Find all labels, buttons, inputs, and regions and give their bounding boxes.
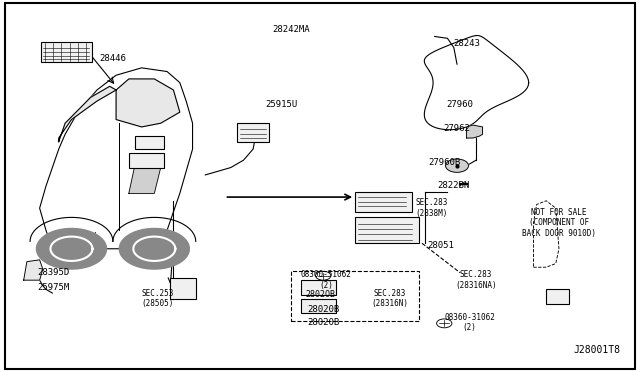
Text: 27960: 27960: [447, 100, 474, 109]
Bar: [135, 136, 164, 149]
Text: 28020B: 28020B: [307, 305, 339, 314]
Text: SEC.283
(2838M): SEC.283 (2838M): [415, 198, 448, 218]
Polygon shape: [24, 260, 43, 280]
Text: 27960B: 27960B: [428, 157, 460, 167]
Text: 28020B: 28020B: [307, 318, 339, 327]
Text: 08360-51062
(2): 08360-51062 (2): [301, 270, 352, 290]
Polygon shape: [116, 79, 180, 127]
Bar: [355, 217, 419, 243]
Text: 28446: 28446: [99, 54, 126, 63]
Text: NOT FOR SALE
(COMPONENT OF
BACK DOOR 9010D): NOT FOR SALE (COMPONENT OF BACK DOOR 901…: [522, 208, 596, 238]
Bar: [355, 192, 412, 212]
Text: 28242MA: 28242MA: [273, 25, 310, 33]
Bar: [41, 42, 92, 62]
Text: 27962: 27962: [444, 124, 470, 133]
Bar: [237, 123, 269, 142]
Text: 28395D: 28395D: [38, 268, 70, 277]
Polygon shape: [119, 228, 189, 269]
Polygon shape: [36, 228, 106, 269]
Polygon shape: [467, 125, 483, 138]
Text: 25915U: 25915U: [266, 100, 298, 109]
Polygon shape: [40, 68, 193, 249]
Bar: [546, 289, 568, 304]
Text: 2802OB: 2802OB: [305, 291, 335, 299]
Text: J28001T8: J28001T8: [573, 345, 621, 355]
Text: 08360-31062
(2): 08360-31062 (2): [444, 313, 495, 332]
Text: SEC.283
(28316N): SEC.283 (28316N): [372, 289, 408, 308]
Text: 28243: 28243: [453, 39, 480, 48]
Bar: [170, 278, 196, 299]
Polygon shape: [59, 86, 116, 142]
Polygon shape: [129, 164, 161, 193]
Bar: [301, 280, 336, 295]
Bar: [301, 299, 336, 313]
Bar: [291, 271, 419, 321]
Circle shape: [445, 159, 468, 172]
Text: 2822BN: 2822BN: [438, 182, 470, 190]
Text: SEC.283
(28316NA): SEC.283 (28316NA): [455, 270, 497, 290]
Text: 25975M: 25975M: [38, 283, 70, 292]
Text: SEC.253
(28505): SEC.253 (28505): [141, 289, 173, 308]
Bar: [129, 153, 164, 167]
Text: 28051: 28051: [428, 241, 454, 250]
